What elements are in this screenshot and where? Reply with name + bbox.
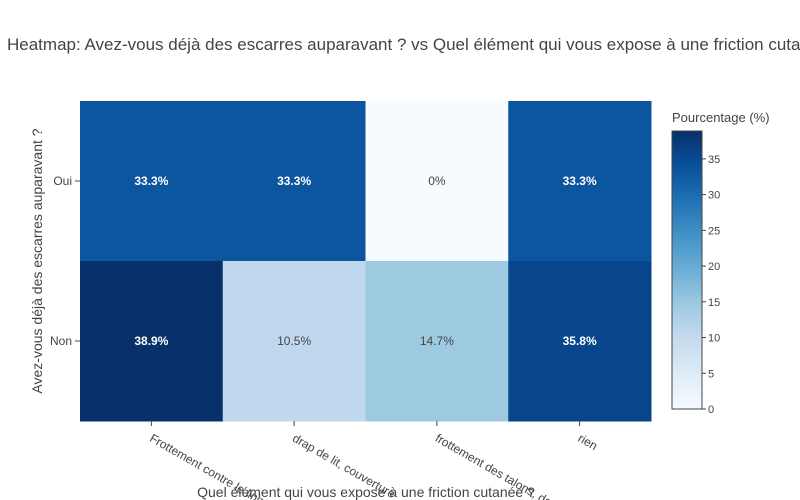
heatmap-cell bbox=[222, 101, 366, 262]
colorbar-tick-label: 20 bbox=[708, 261, 720, 273]
heatmap-cell bbox=[80, 261, 224, 422]
colorbar-tick-label: 30 bbox=[708, 190, 720, 202]
heatmap-cell-label: 33.3% bbox=[563, 174, 597, 188]
heatmap-cell bbox=[365, 261, 509, 422]
heatmap-cells bbox=[80, 101, 652, 422]
colorbar-ticks: 0 5 10 15 20 25 30 35 bbox=[702, 154, 720, 416]
heatmap-cell bbox=[80, 101, 224, 262]
y-tick-label: Non bbox=[50, 334, 72, 348]
heatmap-cell-label: 35.8% bbox=[563, 334, 597, 348]
heatmap-cell-label: 10.5% bbox=[277, 334, 311, 348]
y-axis-ticks: Oui Non bbox=[50, 174, 80, 348]
colorbar-tick-label: 15 bbox=[708, 297, 720, 309]
colorbar-tick-label: 5 bbox=[708, 368, 714, 380]
heatmap-cell-label: 0% bbox=[428, 174, 446, 188]
x-axis-title: Quel élément qui vous expose à une frict… bbox=[197, 484, 535, 500]
heatmap-cell-label: 14.7% bbox=[420, 334, 454, 348]
colorbar: Pourcentage (%) 0 5 10 15 20 25 30 35 bbox=[671, 110, 770, 416]
heatmap-cell-labels: 33.3% 33.3% 0% 33.3% 38.9% 10.5% 14.7% 35.8% bbox=[134, 174, 597, 348]
y-tick-label: Oui bbox=[53, 174, 72, 188]
colorbar-tick-label: 35 bbox=[708, 154, 720, 166]
heatmap-cell bbox=[508, 261, 652, 422]
heatmap-cell bbox=[365, 101, 509, 262]
colorbar-title: Pourcentage (%) bbox=[672, 110, 770, 125]
heatmap-cell-label: 33.3% bbox=[134, 174, 168, 188]
heatmap-cell-label: 38.9% bbox=[134, 334, 168, 348]
chart-title: Heatmap: Avez-vous déjà des escarres aup… bbox=[7, 35, 800, 54]
heatmap-cell bbox=[222, 261, 366, 422]
colorbar-tick-label: 0 bbox=[708, 404, 714, 416]
colorbar-tick-label: 25 bbox=[708, 225, 720, 237]
x-tick-label: rien bbox=[576, 431, 600, 453]
heatmap-cell bbox=[508, 101, 652, 262]
y-axis-title: Avez-vous déjà des escarres auparavant ? bbox=[29, 128, 45, 393]
heatmap-cell-label: 33.3% bbox=[277, 174, 311, 188]
colorbar-tick-label: 10 bbox=[708, 333, 720, 345]
colorbar-gradient bbox=[671, 130, 703, 410]
